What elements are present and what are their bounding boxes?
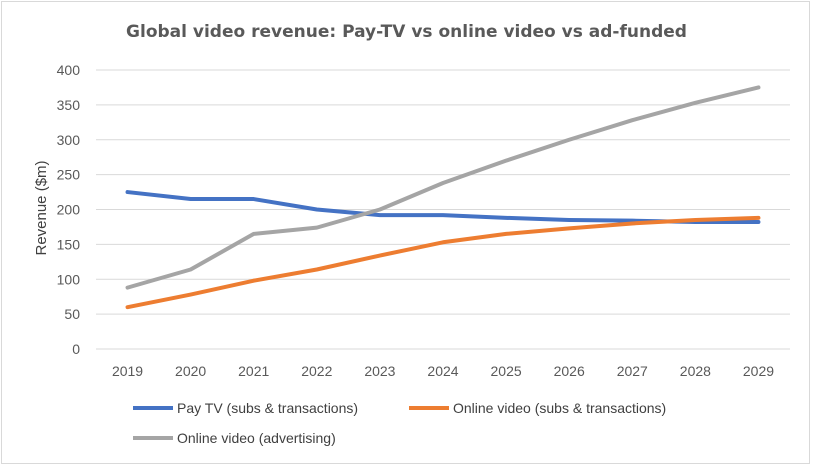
x-tick-label: 2020 <box>175 363 206 379</box>
series-line-1 <box>125 215 761 310</box>
series-line-2 <box>125 85 761 290</box>
x-tick-label: 2019 <box>112 363 143 379</box>
x-tick-label: 2029 <box>743 363 774 379</box>
gridlines <box>96 69 790 350</box>
x-tick-label: 2022 <box>301 363 332 379</box>
y-tick-label: 100 <box>57 271 81 287</box>
y-tick-label: 400 <box>57 62 81 78</box>
y-axis-title: Revenue ($m) <box>33 160 50 255</box>
y-tick-label: 250 <box>57 167 81 183</box>
y-tick-label: 150 <box>57 236 81 252</box>
y-tick-label: 0 <box>72 341 80 357</box>
y-tick-label: 200 <box>57 202 81 218</box>
x-axis-ticks: 2019 2020 2021 2022 2023 2024 2025 2026 2027 2028… <box>112 363 774 379</box>
x-tick-label: 2027 <box>617 363 648 379</box>
x-tick-label: 2023 <box>364 363 395 379</box>
x-tick-label: 2028 <box>680 363 711 379</box>
y-axis-ticks: 0 50 100 150 200 250 300 350 400 <box>57 62 81 357</box>
x-tick-label: 2026 <box>554 363 585 379</box>
y-tick-label: 300 <box>57 132 81 148</box>
chart-title: Global video revenue: Pay-TV vs online v… <box>126 22 687 42</box>
y-tick-label: 50 <box>64 306 80 322</box>
y-tick-label: 350 <box>57 97 81 113</box>
x-tick-label: 2021 <box>238 363 269 379</box>
x-tick-label: 2024 <box>427 363 458 379</box>
x-tick-label: 2025 <box>491 363 522 379</box>
series-lines <box>125 85 761 310</box>
series-line-0 <box>125 190 761 225</box>
